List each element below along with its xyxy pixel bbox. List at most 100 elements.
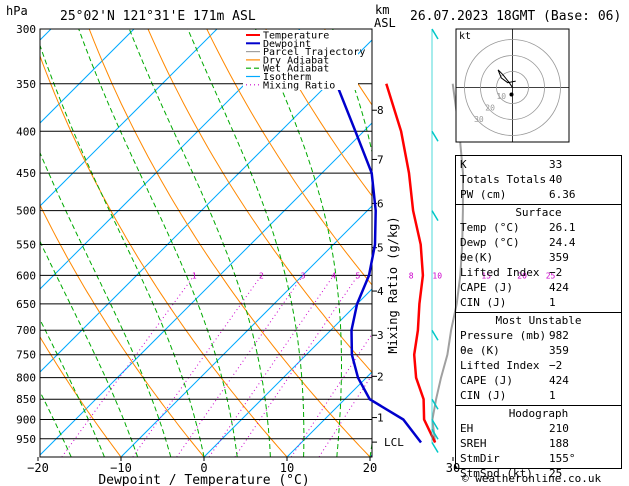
index-row: Totals Totals 40 [456,173,621,188]
altitude-unit-asl: ASL [374,16,396,30]
x-tick-label: −10 [110,461,132,475]
wind-barb [431,419,439,430]
hodograph-row: StmSpd (kt) 25 [456,467,621,482]
panel-label: Lifted Index [460,266,540,279]
hodograph-row: SREH 188 [456,437,621,452]
x-tick-label: −20 [27,461,49,475]
panel-label: SREH [460,437,487,450]
panel-label: CAPE (J) [460,374,513,387]
most-unstable-row: CIN (J) 1 [456,389,621,404]
mixing-ratio-label: 3 [301,271,306,280]
plot-frame [39,28,373,458]
legend-entry: Dewpoint [263,39,311,50]
isotherm-line [40,29,301,290]
lcl-label: LCL [384,436,404,449]
copyright-credit: © weatheronline.co.uk [462,472,602,485]
most-unstable-row: Pressure (mb) 982 [456,329,621,344]
wind-barb [431,329,439,341]
panel-label: EH [460,422,474,435]
dry-adiabat-line [265,29,372,197]
wet-adiabat-line [332,29,372,457]
panel-label: StmDir [460,452,500,465]
hodograph-ring [464,39,561,136]
panel-value: 359 [549,344,569,357]
panel-value: 982 [549,329,569,342]
km-tick-label: 1 [377,412,384,425]
panel-label: Temp (°C) [460,221,520,234]
pressure-tick-label: 350 [16,78,36,91]
panel-value: 210 [549,422,569,435]
km-tick-label: 6 [377,197,384,210]
pressure-tick-label: 500 [16,205,36,218]
hodograph-ring-label: 30 [474,115,484,124]
pressure-tick-label: 900 [16,414,36,427]
panel-label: θe(K) [460,251,494,264]
dewpoint-profile-line [335,83,422,444]
isotherm-line [203,288,372,457]
panel-value: 424 [549,281,569,294]
sounding-indices-panel: K 33 Totals Totals 40 PW (cm) 6.36 Surface Temp… [455,155,622,480]
isotherm-line [286,371,372,457]
pressure-tick-label: 600 [16,269,36,282]
surface-row: θe(K) 359 [456,251,621,266]
panel-value: 359 [549,251,569,264]
surface-row: Temp (°C) 26.1 [456,221,621,236]
mixing-ratio-label: 8 [409,271,414,280]
mixing-ratio-label: 20 [517,271,527,280]
mixing-ratio-label: 15 [481,271,491,280]
panel-label: Totals Totals [460,173,547,186]
panel-label: K [460,158,467,171]
panel-label: θe (K) [460,344,500,357]
hodograph-row: EH 210 [456,422,621,437]
panel-value: 26.1 [549,221,576,234]
panel-divider [456,405,621,406]
dry-adiabat-line [40,54,288,457]
parcel-trajectory-line [431,83,465,443]
panel-divider [456,204,621,205]
mixing-ratio-label: 25 [546,271,556,280]
legend-entry: Parcel Trajectory [263,47,365,58]
wet-adiabat-line [40,390,72,457]
panel-value: 424 [549,374,569,387]
altitude-unit-km: km [375,3,390,17]
wind-barb [431,130,439,142]
isotherm-line [120,205,372,457]
wind-barb [431,442,439,453]
panel-label: PW (cm) [460,188,507,201]
panel-value: 33 [549,158,563,171]
legend-entry: Wet Adiabat [263,64,329,75]
hodograph-row: StmDir 155° [456,452,621,467]
mixing-ratio-label: 4 [331,271,336,280]
station-location: 25°02'N 121°31'E 171m ASL [60,9,256,24]
wind-barb [431,210,439,221]
most-unstable-section-title: Most Unstable [495,314,582,327]
isotherm-line [40,29,218,207]
mixing-ratio-label: 2 [259,271,264,280]
temperature-profile-line [385,83,437,444]
pressure-tick-label: 750 [16,349,36,362]
panel-label: CIN (J) [460,389,507,402]
legend-entry: Dry Adiabat [263,55,329,66]
pressure-tick-label: 800 [16,372,36,385]
wind-barb [431,428,439,440]
dry-adiabat-line [206,29,372,286]
panel-value: 188 [549,437,569,450]
km-tick-label: 3 [377,329,384,342]
pressure-tick-label: 300 [16,23,36,36]
surface-section-title: Surface [515,206,562,219]
most-unstable-row: θe (K) 359 [456,344,621,359]
km-tick-label: 7 [377,153,384,166]
panel-label: Lifted Index [460,359,540,372]
surface-row: Dewp (°C) 24.4 [456,236,621,251]
pressure-tick-label: 550 [16,238,36,251]
legend-entry: Mixing Ratio [263,80,335,91]
km-tick-label: 2 [377,370,384,383]
hodograph-ring-label: 20 [485,104,495,113]
panel-divider [456,312,621,313]
most-unstable-row: CAPE (J) 424 [456,374,621,389]
dry-adiabat-line [40,335,122,457]
panel-label: CAPE (J) [460,281,513,294]
legend-entry: Temperature [263,31,329,42]
hodograph-unit-label: kt [459,31,471,42]
pressure-tick-label: 650 [16,298,36,311]
